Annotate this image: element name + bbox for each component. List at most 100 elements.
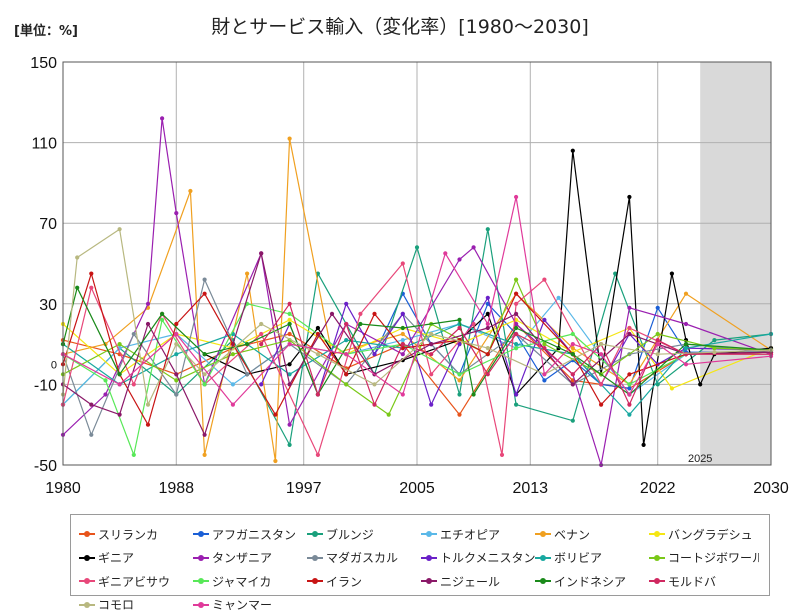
legend-entry: タンザニア [193,548,307,567]
data-point [230,382,235,387]
data-point [245,372,250,377]
data-point [202,372,207,377]
data-point [400,261,405,266]
data-point [344,321,349,327]
data-point [429,372,434,377]
data-point [457,325,462,331]
legend-label: マダガスカル [326,551,399,565]
data-point [329,311,335,316]
data-point [174,342,179,347]
x-tick-label: 1980 [45,480,81,497]
legend-label: ニジェール [440,574,501,589]
data-point [627,194,632,200]
legend-label: ミャンマー [212,598,273,612]
data-point [443,251,448,256]
data-point [471,392,476,397]
forecast-label: 2025 [688,453,712,465]
data-point [160,311,165,316]
legend-marker [535,531,551,537]
data-point [514,301,519,306]
chart-svg: -50 -10 30 70 110 150 1980 1988 1997 2005 2013 2022… [30,55,789,497]
data-point [259,251,264,256]
data-point [131,452,136,457]
data-point [471,321,476,327]
data-point [259,382,264,387]
data-point [627,331,632,337]
axis-labels: -50 -10 30 70 110 150 1980 1988 1997 2005 2013 2022… [30,55,789,497]
data-point [287,136,292,141]
legend-entry: ジャマイカ [193,572,307,591]
legend-marker [193,531,209,537]
data-point [188,188,193,194]
data-point [414,245,420,250]
data-point [599,402,604,407]
data-point [485,295,490,300]
data-point [287,382,292,387]
y-tick-label: 30 [39,297,57,314]
legend-marker [307,578,323,584]
data-point [514,325,519,331]
data-point [230,402,235,407]
data-point [457,378,462,383]
data-point [174,331,179,337]
data-point [641,442,646,447]
data-point [202,352,207,357]
data-point [344,352,349,357]
chart-title: 財とサービス輸入（変化率）[1980～2030] [211,16,589,38]
x-tick-label: 2030 [753,480,789,497]
data-point [542,346,547,351]
data-point [712,346,717,351]
legend-marker [193,601,209,608]
data-point [287,362,292,367]
legend-marker [535,554,551,561]
legend-entry: エチオピア [421,525,535,544]
data-point [372,311,377,316]
x-tick-label: 2013 [512,480,548,497]
data-point [457,342,462,347]
data-point [485,346,490,351]
data-point [457,392,462,397]
y-tick-label: -10 [34,377,57,394]
data-point [386,412,391,417]
data-point [698,382,703,387]
legend-label: モルドバ [668,574,717,589]
data-point [683,362,689,367]
legend-entry: コモロ [79,595,193,614]
data-point [287,342,292,347]
data-point [514,194,519,200]
data-point [117,372,122,377]
data-point [344,301,349,306]
data-point [457,372,462,377]
data-point [429,402,434,407]
data-point [117,342,122,347]
data-point [570,418,575,423]
legend-entry: ベナン [535,525,649,544]
data-point [712,350,717,355]
legend-label: アフガニスタン [212,527,297,542]
data-point [627,372,632,377]
data-point [89,432,94,437]
legend-label: ギニアビサウ [98,574,171,589]
x-tick-label: 1988 [158,480,194,497]
data-point [400,325,405,331]
data-point [372,402,377,407]
legend-marker [79,554,95,561]
data-point [287,301,292,306]
legend-label: ボリビア [554,551,603,565]
legend-entry: ギニア [79,548,193,567]
series-17 [259,301,774,407]
legend-marker [649,531,665,537]
legend-label: ブルンジ [326,527,374,542]
data-point [514,342,519,347]
data-point [683,291,689,296]
data-point [400,331,405,337]
legend-label: コートジボワール [668,551,759,565]
data-point [174,321,179,327]
data-point [429,331,434,337]
data-point [655,331,660,337]
data-point [358,311,363,316]
data-point [287,442,292,447]
legend-label: コモロ [98,598,135,612]
data-point [372,352,377,357]
legend-label: ジャマイカ [212,574,272,589]
